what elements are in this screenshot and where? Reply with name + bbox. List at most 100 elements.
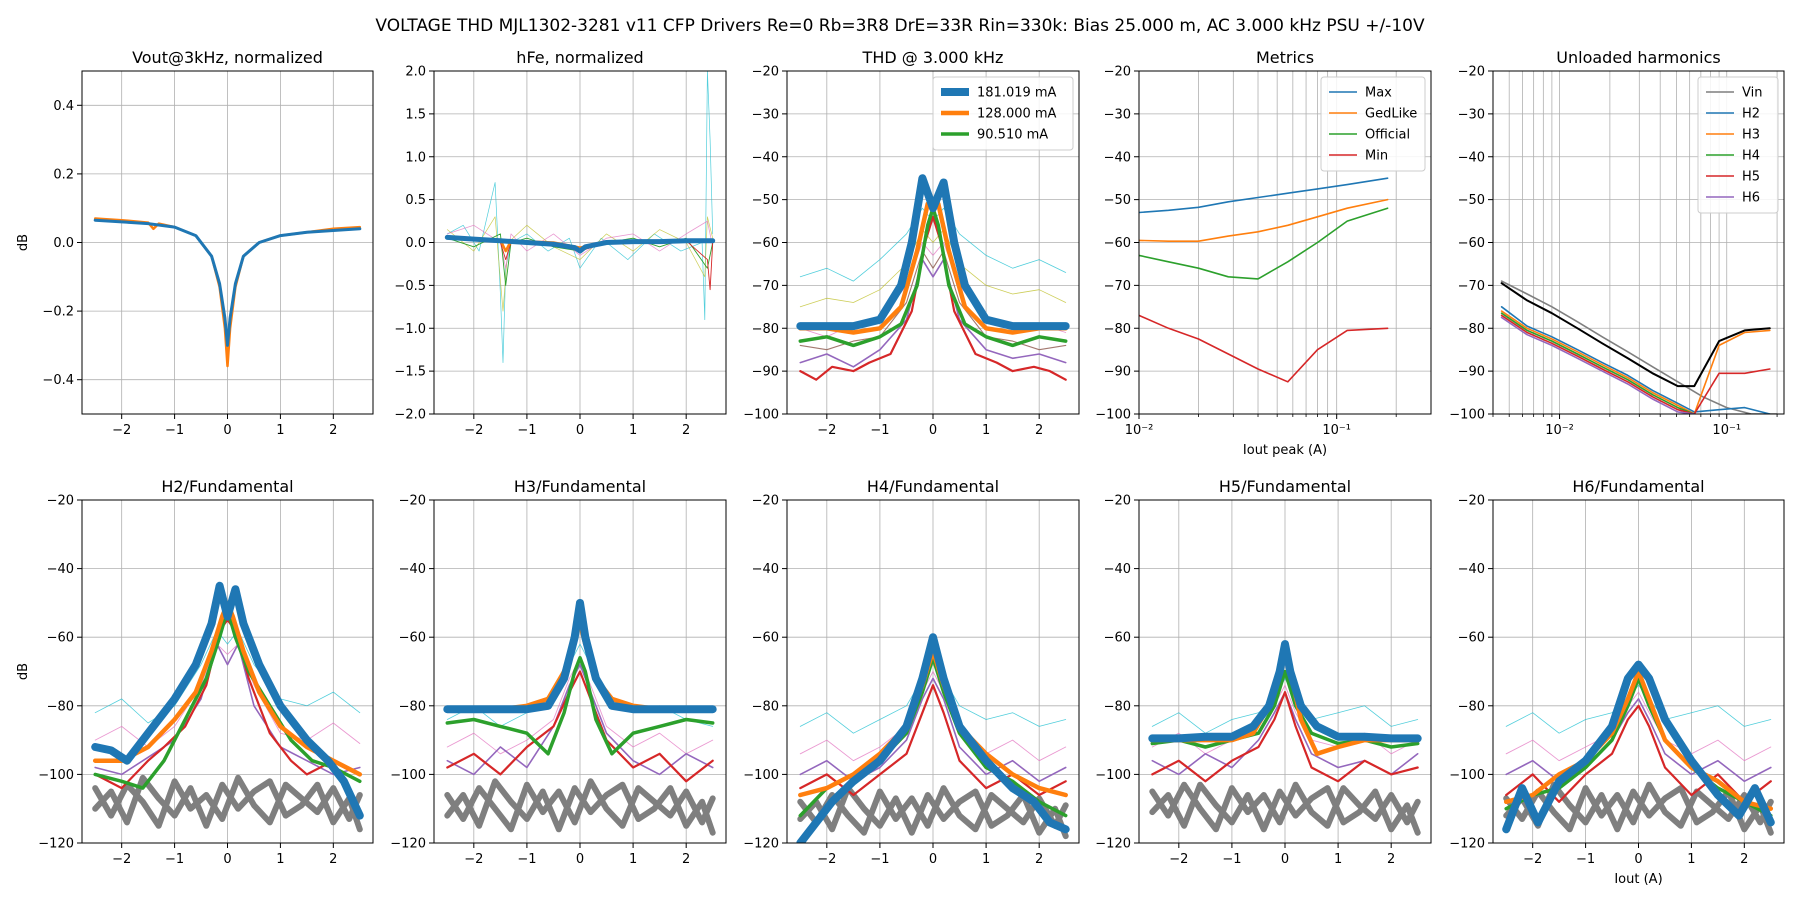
series-line-green-6 — [445, 656, 715, 756]
x-tick-label: 2 — [1387, 852, 1395, 867]
series-group — [1148, 640, 1422, 836]
y-axis-label: dB — [16, 234, 31, 251]
x-tick-label: 2 — [1035, 423, 1043, 438]
x-tick-label: 0 — [576, 852, 584, 867]
y-tick-label: −100 — [38, 768, 74, 783]
y-tick-label: −120 — [390, 837, 426, 852]
y-tick-label: −0.5 — [394, 279, 426, 294]
y-tick-label: 0.2 — [53, 167, 74, 182]
series-line-red-5 — [446, 670, 714, 783]
x-tick-label: 2 — [329, 852, 337, 867]
series-line-blue-1 — [93, 218, 362, 347]
panel-metrics: 10⁻² 10⁻¹ −100 −90 −80 −70 −60 −50 −40 −30 −20 Metr… — [1095, 48, 1432, 458]
y-tick-label: −60 — [752, 631, 779, 646]
panel-unloaded: 10⁻² 10⁻¹ −100 −90 −80 −70 −60 −50 −40 −30 −20 Unlo… — [1449, 48, 1785, 438]
y-tick-label: −30 — [1458, 107, 1485, 122]
y-tick-label: −80 — [752, 322, 779, 337]
panel-vout: −2 −1 0 1 2 −0.4 −0.2 0.0 0.2 0.4 Vout@3kHz, norma… — [16, 48, 374, 438]
y-tick-label: −120 — [1095, 837, 1131, 852]
y-tick-label: 2.0 — [405, 65, 426, 80]
x-tick-label: 0 — [223, 423, 231, 438]
series-line-olive-1 — [446, 216, 714, 312]
panel-title: Vout@3kHz, normalized — [132, 48, 323, 67]
y-tick-label: −50 — [1104, 193, 1131, 208]
panel-title: H6/Fundamental — [1572, 477, 1704, 496]
x-tick-label: 2 — [1035, 852, 1043, 867]
x-tick-label: 0 — [929, 852, 937, 867]
legend-box — [1697, 76, 1779, 214]
y-tick-label: −40 — [752, 150, 779, 165]
x-tick-label: 10⁻¹ — [1322, 423, 1351, 438]
x-tick-label: −1 — [1222, 852, 1241, 867]
legend-label: H6 — [1742, 191, 1760, 206]
series-line-gray-1 — [92, 774, 363, 833]
series-line-blue-8 — [443, 598, 717, 714]
series-line-red-5 — [799, 215, 1067, 381]
x-tick-label: −2 — [817, 852, 836, 867]
y-tick-label: −80 — [1104, 322, 1131, 337]
x-tick-label: 10⁻² — [1545, 423, 1574, 438]
panel-h5: −2 −1 0 1 2 −120 −100 −80 −60 −40 −20 H5/Fundamenta… — [1095, 477, 1432, 867]
y-tick-label: −20 — [1104, 494, 1131, 509]
y-tick-label: −90 — [752, 365, 779, 380]
series-line-purple-4 — [799, 258, 1067, 368]
panel-h3: −2 −1 0 1 2 −120 −100 −80 −60 −40 −20 H3/Fundamenta… — [390, 477, 727, 867]
x-tick-label: 1 — [629, 852, 637, 867]
y-tick-label: −80 — [752, 699, 779, 714]
panel-title: H3/Fundamental — [514, 477, 646, 496]
x-tick-label: 2 — [1740, 852, 1748, 867]
y-tick-label: −70 — [1104, 279, 1131, 294]
legend: Vin H2 H3 H4 H5 H6 — [1697, 76, 1779, 214]
series-line-pink-3 — [799, 671, 1067, 762]
x-tick-label: −1 — [870, 852, 889, 867]
series-group — [1139, 177, 1389, 383]
series-line-brown-3 — [799, 250, 1067, 351]
y-tick-label: −40 — [1458, 562, 1485, 577]
panels: −2 −1 0 1 2 −0.4 −0.2 0.0 0.2 0.4 Vout@3kHz, norma… — [16, 48, 1785, 887]
y-tick-label: −100 — [1449, 768, 1485, 783]
y-tick-label: −60 — [399, 631, 426, 646]
x-tick-label: 1 — [982, 423, 990, 438]
y-tick-label: −80 — [399, 699, 426, 714]
series-line-pink-3 — [1505, 691, 1772, 762]
y-tick-label: −20 — [1458, 494, 1485, 509]
y-tick-label: −50 — [752, 193, 779, 208]
y-tick-label: −100 — [1095, 408, 1131, 423]
y-tick-label: −30 — [1104, 107, 1131, 122]
figure-title: VOLTAGE THD MJL1302-3281 v11 CFP Drivers… — [375, 16, 1425, 36]
x-axis-label: Iout peak (A) — [1243, 443, 1327, 458]
x-tick-label: −2 — [817, 423, 836, 438]
x-tick-label: −1 — [1576, 852, 1595, 867]
x-tick-label: 2 — [329, 423, 337, 438]
y-tick-label: −20 — [752, 494, 779, 509]
y-tick-label: −20 — [399, 494, 426, 509]
x-tick-label: −1 — [870, 423, 889, 438]
series-line-h5 — [1500, 314, 1771, 414]
y-tick-label: −40 — [1104, 562, 1131, 577]
panel-title: H4/Fundamental — [867, 477, 999, 496]
y-tick-label: −90 — [1458, 365, 1485, 380]
y-tick-label: −100 — [1449, 408, 1485, 423]
series-line-purple-4 — [446, 663, 714, 776]
panel-title: Unloaded harmonics — [1556, 48, 1720, 67]
series-line-orange-7 — [1503, 669, 1774, 811]
y-tick-label: 0.4 — [53, 99, 74, 114]
series-line-gray-1 — [444, 778, 716, 836]
legend: 181.019 mA 128.000 mA 90.510 mA — [932, 76, 1074, 151]
panel-thd: −2 −1 0 1 2 −100 −90 −80 −70 −60 −50 −40 −30 −20 THD @… — [743, 48, 1080, 438]
grid — [82, 71, 373, 414]
x-tick-label: −1 — [517, 423, 536, 438]
legend-label: Vin — [1742, 86, 1762, 101]
y-tick-label: 0.0 — [405, 236, 426, 251]
x-tick-label: 1 — [629, 423, 637, 438]
series-line-h4 — [1500, 312, 1696, 414]
x-tick-label: 0 — [1281, 852, 1289, 867]
series-group — [93, 217, 362, 368]
series-line-blue-8 — [1148, 640, 1422, 743]
legend: Max GedLike Official Min — [1320, 76, 1426, 172]
series-group — [1502, 660, 1775, 836]
y-tick-label: −40 — [399, 562, 426, 577]
y-tick-label: 1.0 — [405, 150, 426, 165]
series-line-black-1 — [1500, 282, 1771, 388]
series-line-red-5 — [1505, 704, 1772, 803]
